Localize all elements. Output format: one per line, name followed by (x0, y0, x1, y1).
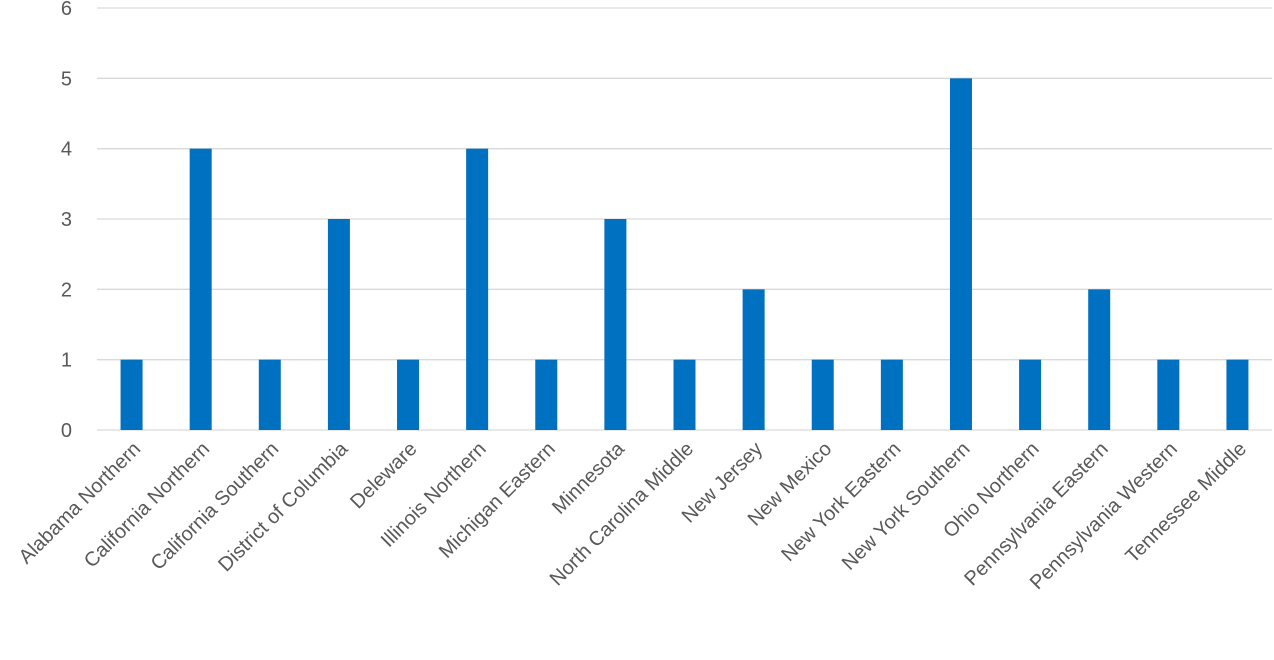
y-tick-label: 5 (61, 68, 72, 90)
bar (189, 148, 212, 430)
bar (811, 359, 834, 430)
y-axis-tick-labels: 0 1 2 3 4 5 6 (61, 0, 72, 442)
bars (120, 78, 1249, 430)
y-tick-label: 2 (61, 279, 72, 301)
bar (1088, 289, 1111, 430)
y-tick-label: 0 (61, 420, 72, 442)
x-category-label: New York Southern (838, 438, 975, 575)
x-category-label: California Southern (147, 438, 284, 575)
y-tick-label: 3 (61, 209, 72, 231)
bar (673, 359, 696, 430)
bar (1226, 359, 1249, 430)
bar (327, 219, 350, 430)
x-category-label: California Northern (80, 438, 214, 572)
x-category-label: New York Eastern (777, 438, 905, 566)
bar (949, 78, 972, 430)
x-category-label: District of Columbia (214, 437, 353, 576)
y-tick-label: 4 (61, 139, 72, 161)
bar (397, 359, 420, 430)
bar (880, 359, 903, 430)
bar (604, 219, 627, 430)
bar (742, 289, 765, 430)
gridlines (97, 7, 1272, 431)
y-tick-label: 1 (61, 350, 72, 372)
bar (466, 148, 489, 430)
x-category-label: Michigan Eastern (435, 438, 560, 563)
bar (1157, 359, 1180, 430)
bar (258, 359, 281, 430)
bar (535, 359, 558, 430)
bar (1019, 359, 1042, 430)
y-tick-label: 6 (61, 0, 72, 20)
bar (120, 359, 143, 430)
x-category-label: Tennessee Middle (1121, 438, 1251, 568)
x-category-label: North Carolina Middle (546, 438, 698, 590)
x-category-label: Alabama Northern (15, 438, 145, 568)
